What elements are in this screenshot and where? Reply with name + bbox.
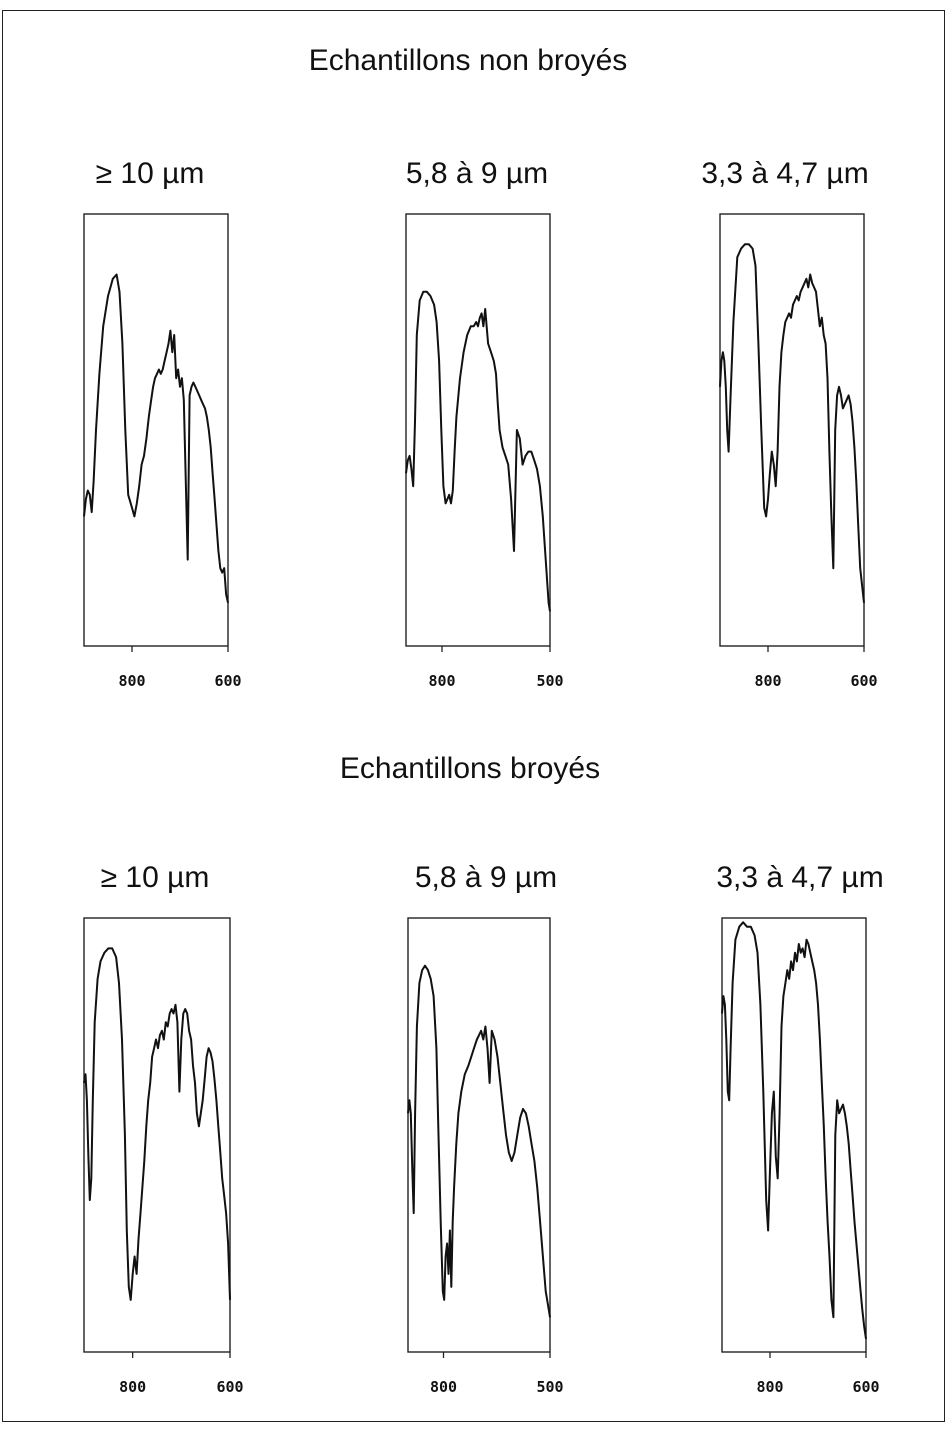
panel-title: 5,8 à 9 µm <box>415 861 557 894</box>
x-tick-label: 800 <box>430 1378 457 1396</box>
group-title-non-broyes: Echantillons non broyés <box>309 44 628 77</box>
spectrum-panel: 5,8 à 9 µm 800 500 <box>407 861 564 1396</box>
x-tick-label: 500 <box>536 672 563 690</box>
spectrum-panel: 3,3 à 4,7 µm 800 600 <box>701 157 877 690</box>
x-tick-label: 600 <box>214 672 241 690</box>
spectrum-panel: 3,3 à 4,7 µm 800 600 <box>716 861 883 1396</box>
x-tick-label: 600 <box>850 672 877 690</box>
group-title-broyes: Echantillons broyés <box>340 752 600 785</box>
panel-title: ≥ 10 µm <box>96 157 205 190</box>
x-tick-label: 800 <box>428 672 455 690</box>
panel-title: 3,3 à 4,7 µm <box>716 861 883 894</box>
panel-title: 3,3 à 4,7 µm <box>701 157 868 190</box>
x-tick-label: 800 <box>119 1378 146 1396</box>
x-tick-label: 800 <box>118 672 145 690</box>
x-tick-label: 600 <box>852 1378 879 1396</box>
spectrum-line <box>405 290 551 612</box>
x-tick-label: 600 <box>216 1378 243 1396</box>
panel-title: 5,8 à 9 µm <box>406 157 548 190</box>
spectrum-line <box>719 243 865 603</box>
plot-frame <box>719 213 865 647</box>
x-tick-label: 500 <box>536 1378 563 1396</box>
plot-frame <box>83 917 231 1353</box>
plot-frame <box>407 917 551 1353</box>
spectrum-line <box>721 921 867 1340</box>
x-tick-label: 800 <box>754 672 781 690</box>
x-tick-label: 800 <box>756 1378 783 1396</box>
spectrum-panel: ≥ 10 µm 800 600 <box>83 861 244 1396</box>
spectrum-line <box>83 947 231 1301</box>
plot-frame <box>721 917 867 1353</box>
panels-layer: ≥ 10 µm 800 600 5,8 à 9 µm 800 500 3,3 à 4,7 µ… <box>83 157 884 1396</box>
spectrum-panel: ≥ 10 µm 800 600 <box>83 157 242 690</box>
plot-frame <box>405 213 551 647</box>
plot-frame <box>83 213 229 647</box>
spectrum-line <box>83 273 229 604</box>
spectrum-panel: 5,8 à 9 µm 800 500 <box>405 157 564 690</box>
panel-title: ≥ 10 µm <box>101 861 210 894</box>
spectrum-line <box>407 964 551 1318</box>
